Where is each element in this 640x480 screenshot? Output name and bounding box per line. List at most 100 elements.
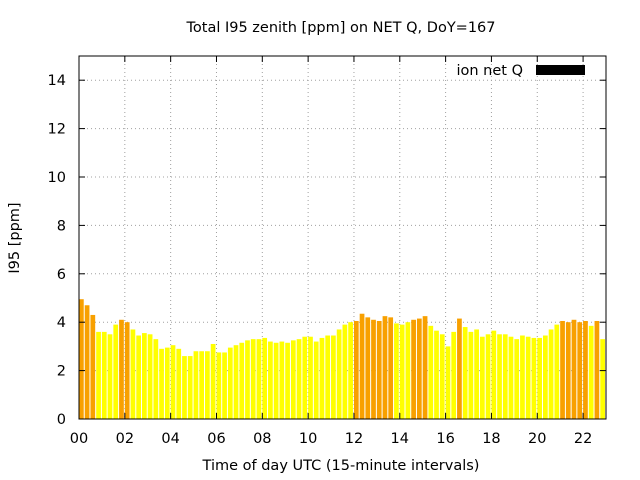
bar — [600, 339, 605, 419]
bar — [434, 330, 439, 419]
bar — [176, 348, 182, 419]
bar — [565, 322, 571, 419]
bar — [159, 348, 164, 419]
bar — [537, 337, 542, 419]
bar — [371, 319, 376, 419]
bar — [216, 352, 222, 419]
bar — [497, 334, 502, 419]
bar — [531, 337, 537, 419]
bar — [273, 342, 279, 419]
bar — [170, 345, 176, 419]
bar — [142, 333, 147, 419]
bar — [308, 336, 313, 419]
bar — [416, 318, 422, 419]
bar — [548, 329, 554, 419]
bar — [84, 305, 90, 419]
bar — [130, 329, 136, 419]
bar — [514, 339, 520, 419]
bar — [422, 316, 428, 419]
legend: ion net Q — [456, 63, 585, 79]
x-tick-label: 06 — [207, 431, 225, 447]
bar — [124, 322, 130, 419]
y-tick-label: 4 — [57, 315, 66, 331]
bar — [342, 324, 348, 419]
bar — [525, 336, 531, 419]
bars — [79, 299, 605, 419]
bar — [107, 334, 113, 419]
bar — [411, 319, 416, 419]
bar — [113, 324, 119, 419]
bar — [136, 335, 142, 419]
grid — [79, 56, 606, 419]
bar — [382, 316, 388, 419]
bar — [388, 317, 394, 419]
bar — [508, 336, 514, 419]
bar — [583, 320, 588, 419]
bar — [319, 337, 325, 419]
bar — [428, 325, 434, 419]
y-tick-label: 10 — [48, 170, 66, 186]
bar — [210, 343, 216, 419]
bar — [227, 347, 233, 419]
bar — [394, 323, 399, 419]
bar — [451, 331, 457, 419]
bar — [119, 319, 124, 419]
bar — [182, 356, 187, 419]
bar — [405, 322, 411, 419]
bar — [474, 329, 479, 419]
bar — [233, 345, 239, 419]
bar — [577, 322, 583, 419]
bar — [193, 351, 199, 419]
y-tick-label: 0 — [57, 412, 66, 428]
bar — [296, 339, 302, 419]
bar — [279, 341, 285, 419]
legend-label: ion net Q — [456, 63, 523, 79]
bar — [502, 334, 508, 419]
bar — [245, 340, 250, 419]
bar — [153, 339, 159, 419]
x-tick-label: 00 — [70, 431, 88, 447]
bar — [285, 342, 290, 419]
bar — [336, 329, 342, 419]
bar — [542, 335, 548, 419]
legend-swatch — [536, 65, 585, 75]
bar — [90, 314, 96, 419]
bar — [485, 334, 491, 419]
x-axis-label: Time of day UTC (15-minute intervals) — [202, 458, 480, 474]
x-tick-label: 18 — [482, 431, 500, 447]
bar — [79, 299, 84, 419]
bar — [205, 351, 210, 419]
bar — [302, 336, 308, 419]
bar — [239, 342, 245, 419]
bar — [365, 317, 371, 419]
y-tick-label: 14 — [48, 73, 66, 89]
bar — [359, 313, 365, 419]
y-tick-label: 2 — [57, 364, 66, 380]
bar — [560, 320, 565, 419]
y-axis-label: I95 [ppm] — [7, 202, 23, 273]
bar — [222, 352, 227, 419]
bar — [353, 320, 359, 419]
bar — [399, 324, 405, 419]
bar — [250, 339, 256, 419]
bar — [262, 337, 268, 419]
bar — [331, 335, 336, 419]
bar — [457, 318, 462, 419]
bar — [491, 330, 497, 419]
bar — [313, 341, 319, 419]
chart-title: Total I95 zenith [ppm] on NET Q, DoY=167 — [186, 20, 496, 36]
bar — [96, 331, 101, 419]
bar — [445, 346, 451, 419]
y-tick-label: 8 — [57, 218, 66, 234]
bar — [571, 319, 577, 419]
bar — [520, 335, 525, 419]
bar — [594, 320, 600, 419]
bar — [147, 334, 153, 419]
bar — [290, 340, 296, 419]
x-tick-label: 02 — [116, 431, 134, 447]
bar — [479, 336, 485, 419]
bar — [439, 334, 445, 419]
bar — [187, 356, 193, 419]
